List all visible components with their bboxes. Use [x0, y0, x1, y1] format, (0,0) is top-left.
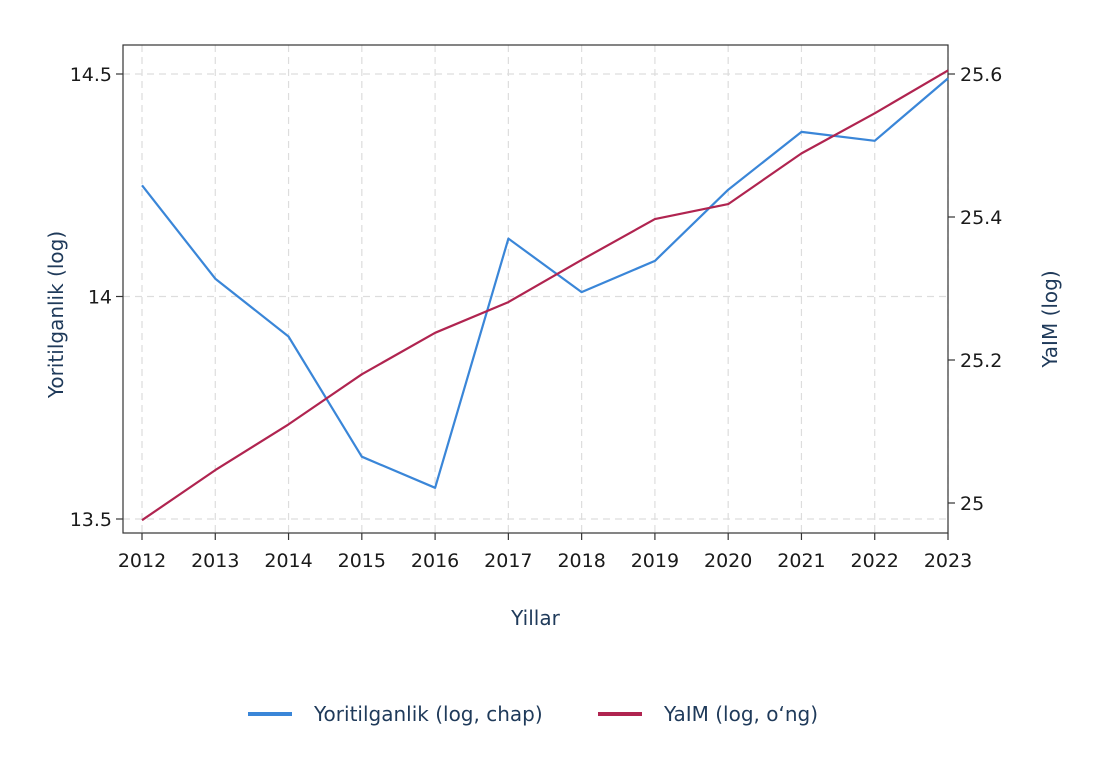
x-tick-label: 2014: [264, 550, 312, 572]
right-axis-title: YaIM (log): [1038, 270, 1062, 368]
plot-frame: [122, 44, 949, 534]
x-tick-label: 2016: [411, 550, 459, 572]
legend: Yoritilganlik (log, chap) YaIM (log, o‘n…: [248, 702, 818, 726]
axes: 2012 2013 2014 2015 2016 2017 2018 2019 2020 2021…: [70, 64, 1003, 572]
series: [141, 69, 949, 522]
x-tick-label: 2020: [704, 550, 752, 572]
right-y-tick-label: 25.2: [960, 350, 1002, 372]
x-tick-label: 2018: [557, 550, 605, 572]
x-tick-label: 2022: [851, 550, 899, 572]
x-tick-label: 2012: [118, 550, 166, 572]
left-y-tick-label: 13.5: [70, 509, 112, 531]
legend-label-gdp: YaIM (log, o‘ng): [663, 702, 818, 726]
x-tick-label: 2021: [777, 550, 825, 572]
left-axis-title: Yoritilganlik (log): [44, 231, 68, 399]
x-tick-label: 2015: [338, 550, 386, 572]
right-y-tick-label: 25: [960, 493, 984, 515]
x-tick-label: 2023: [924, 550, 972, 572]
x-tick-label: 2013: [191, 550, 239, 572]
series-line-employment: [141, 77, 949, 489]
series-line-gdp: [141, 69, 949, 522]
left-y-tick-label: 14.5: [70, 64, 112, 86]
left-y-tick-label: 14: [88, 287, 112, 309]
x-tick-label: 2017: [484, 550, 532, 572]
x-axis-title: Yillar: [510, 606, 560, 630]
x-tick-label: 2019: [631, 550, 679, 572]
grid: [123, 45, 949, 533]
right-y-tick-label: 25.4: [960, 207, 1002, 229]
legend-label-employment: Yoritilganlik (log, chap): [313, 702, 543, 726]
right-y-tick-label: 25.6: [960, 64, 1002, 86]
